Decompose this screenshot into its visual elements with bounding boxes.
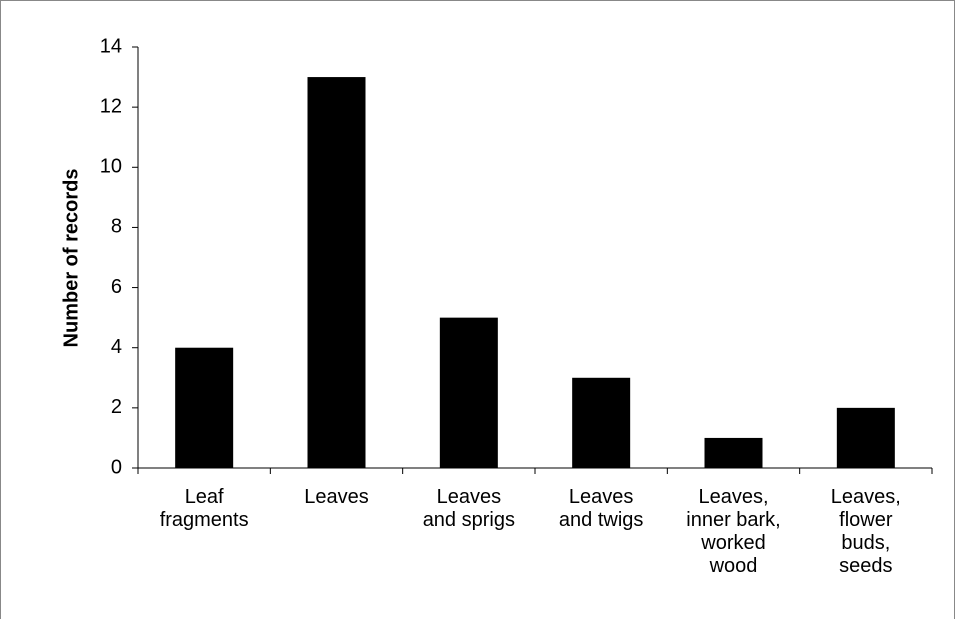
x-tick-label: Leaf fragments (160, 486, 249, 531)
x-tick-label: Leaves, flower buds, seeds (831, 486, 901, 577)
y-tick-label: 10 (100, 156, 122, 178)
y-tick-label: 12 (100, 95, 122, 117)
y-tick-label: 2 (111, 396, 122, 418)
x-tick-label: Leaves (304, 486, 369, 508)
x-tick-label: Leaves, inner bark, worked wood (686, 486, 781, 577)
y-tick-label: 0 (111, 456, 122, 478)
bar (836, 407, 895, 468)
y-tick-label: 6 (111, 276, 122, 298)
bar (307, 77, 366, 469)
y-tick-label: 14 (100, 35, 122, 57)
y-axis-label: Number of records (60, 169, 82, 348)
y-tick-label: 4 (111, 336, 122, 358)
x-tick-label: Leaves and twigs (559, 486, 644, 531)
x-tick-label: Leaves and sprigs (423, 486, 515, 531)
y-tick-label: 8 (111, 216, 122, 238)
bar (175, 347, 234, 468)
bar (439, 317, 498, 468)
bar (704, 437, 763, 468)
bar (572, 377, 631, 468)
